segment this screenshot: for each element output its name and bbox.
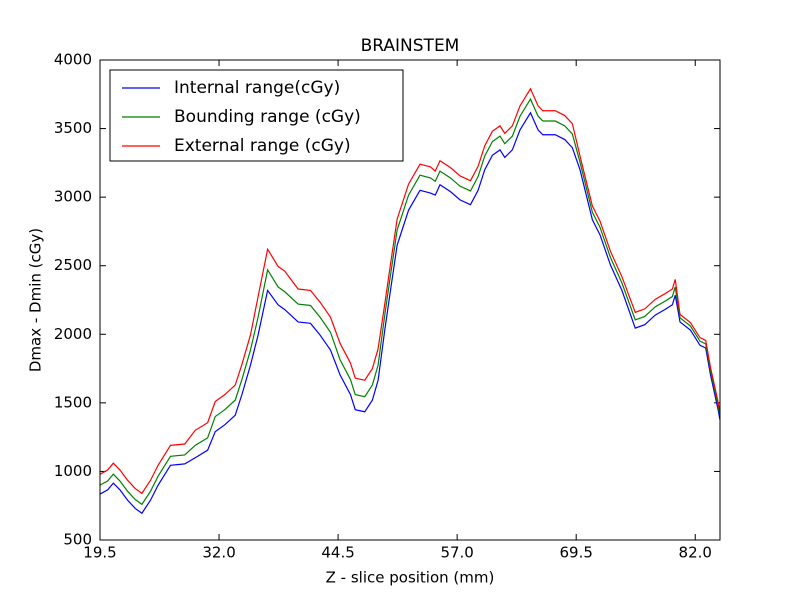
y-tick-label: 3500 [54,119,92,137]
x-tick-label: 82.0 [679,544,712,562]
legend-label: External range (cGy) [174,136,351,156]
x-tick-label: 69.5 [559,544,592,562]
y-tick-label: 500 [63,531,92,549]
y-tick-label: 1500 [54,393,92,411]
y-tick-label: 2000 [54,325,92,343]
x-axis-label: Z - slice position (mm) [326,569,495,587]
plot-frame [99,59,721,541]
data-line [99,97,721,506]
legend-label: Bounding range (cGy) [174,107,361,127]
data-line [99,111,721,515]
y-tick-label: 4000 [54,51,92,69]
chart-title: BRAINSTEM [361,36,460,56]
y-tick-label: 2500 [54,256,92,274]
x-tick-label: 44.5 [321,544,354,562]
y-tick-label: 1000 [54,462,92,480]
data-line [99,87,721,495]
y-tick-label: 3000 [54,188,92,206]
x-tick-label: 32.0 [202,544,235,562]
x-tick-label: 19.5 [83,544,116,562]
x-tick-label: 57.0 [440,544,473,562]
legend-label: Internal range(cGy) [174,78,340,98]
y-axis-label: Dmax - Dmin (cGy) [27,228,45,372]
